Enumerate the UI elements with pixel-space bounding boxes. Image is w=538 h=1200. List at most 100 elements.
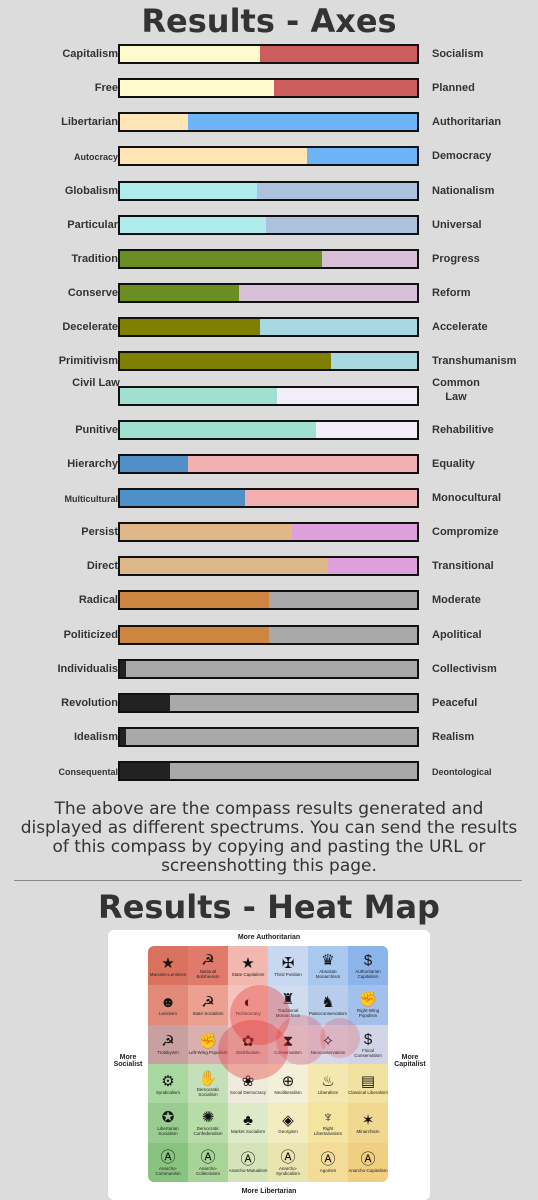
ideology-name: Anarcho-Communism xyxy=(155,1165,181,1176)
ideology-name: Agorism xyxy=(319,1168,337,1174)
axis-right-label: Accelerate xyxy=(432,321,488,334)
ideology-name: Technocracy xyxy=(235,1010,261,1016)
axis-bar xyxy=(118,248,419,269)
ideology-icon: ✪ xyxy=(161,1109,175,1127)
ideology-name: Minarchism xyxy=(356,1128,380,1134)
axis-bar-right-fill xyxy=(277,387,417,404)
ideology-name: Paleoconservatism xyxy=(308,1010,348,1016)
axis-bar xyxy=(118,317,419,338)
axis-row: Politicized Apolitical xyxy=(0,624,538,645)
ideology-icon: ☭ xyxy=(201,952,215,970)
ideology-cell: ⧗ Conservatism xyxy=(268,1024,308,1064)
axis-bar xyxy=(118,351,419,372)
axis-bar-right-fill xyxy=(330,353,417,370)
ideology-name: Anarcho-Collectivism xyxy=(195,1165,220,1176)
ideology-name: Liberalism xyxy=(317,1089,339,1095)
ideology-cell: ❀ Social Democracy xyxy=(228,1063,268,1104)
heat-map-bottom-label: More Libertarian xyxy=(241,1188,297,1195)
axis-bar xyxy=(118,112,419,133)
axis-bar-left-fill xyxy=(120,421,317,438)
axis-bar xyxy=(118,487,419,508)
axis-left-label: Civil Law xyxy=(72,376,120,389)
axis-bar-left-fill xyxy=(120,524,293,541)
axis-bar-right-fill xyxy=(327,558,417,575)
ideology-cell: ✧ Neoconservatism xyxy=(308,1024,348,1064)
axis-bar-right-fill xyxy=(316,421,417,438)
ideology-icon: ☭ xyxy=(161,1033,175,1051)
axis-bar-left-fill xyxy=(120,455,189,472)
heat-map-right-label: More Capitalist xyxy=(394,1054,426,1068)
axis-bar-left-fill xyxy=(120,763,171,780)
ideology-icon: ⚙ xyxy=(161,1072,175,1090)
ideology-cell: ⊕ Neoliberalism xyxy=(268,1063,308,1104)
axis-row: Civil Law Common Law xyxy=(0,377,538,406)
axis-left-label: Punitive xyxy=(75,423,118,436)
axis-bar-right-fill xyxy=(188,114,417,131)
axis-row: Punitive Rehabilitive xyxy=(0,419,538,440)
axis-row: Globalism Nationalism xyxy=(0,180,538,201)
heat-map-top-label: More Authoritarian xyxy=(237,934,301,941)
axis-bar-left-fill xyxy=(120,148,308,165)
axis-left-label: Hierarchy xyxy=(67,457,118,470)
ideology-name: Classical Liberalism xyxy=(348,1089,388,1095)
ideology-cell: ♨ Liberalism xyxy=(308,1063,348,1104)
axis-bar-left-fill xyxy=(120,660,126,677)
ideology-cell: ✊ Left-Wing Populism xyxy=(188,1024,228,1064)
axis-bar-right-fill xyxy=(188,455,417,472)
axis-right-label: Nationalism xyxy=(432,184,495,197)
axis-right-label: Transitional xyxy=(432,560,494,573)
heat-map-left-label: More Socialist xyxy=(113,1054,143,1068)
axis-bar-left-fill xyxy=(120,694,171,711)
ideology-cell: Ⓐ Anarcho-Collectivism xyxy=(188,1142,228,1182)
ideology-cell: ✠ Third Position xyxy=(268,946,308,986)
ideology-cell: ◐ Technocracy xyxy=(228,985,268,1025)
ideology-cell: ☭ National Bolshevism xyxy=(188,946,228,986)
ideology-name: Trotskyism xyxy=(157,1050,179,1056)
heat-blob xyxy=(218,1020,288,1080)
axis-row: Idealism Realism xyxy=(0,727,538,747)
ideology-icon: ✠ xyxy=(281,954,295,972)
axis-bar-right-fill xyxy=(321,250,417,267)
axis-left-label: Persist xyxy=(81,526,118,539)
axis-bar-left-fill xyxy=(120,250,322,267)
ideology-icon: ✋ xyxy=(198,1070,218,1088)
axis-row: Conserve Reform xyxy=(0,283,538,304)
ideology-cell: Ⓐ Agorism xyxy=(308,1142,348,1182)
axis-bar xyxy=(118,44,419,64)
ideology-icon: ◈ xyxy=(282,1111,294,1129)
axis-bar-left-fill xyxy=(120,558,328,575)
heat-map-image: More Authoritarian More Libertarian More… xyxy=(108,930,430,1200)
axis-bar-left-fill xyxy=(120,489,245,506)
ideology-name: Conservatism xyxy=(274,1050,302,1056)
axis-row: Radical Moderate xyxy=(0,590,538,611)
axis-bar xyxy=(118,283,419,304)
ideology-cell: ✋ Democratic Socialism xyxy=(188,1063,228,1104)
axis-row: Persist Compromize xyxy=(0,522,538,543)
divider xyxy=(14,880,522,881)
axis-right-label: Rehabilitive xyxy=(432,423,494,436)
axis-right-label: Compromize xyxy=(432,526,499,539)
ideology-icon: ❀ xyxy=(241,1072,255,1090)
axis-bar xyxy=(118,522,419,543)
ideology-cell: ✪ Libertarian Socialism xyxy=(148,1103,188,1143)
ideology-cell: $ Fiscal Conservatism xyxy=(348,1024,388,1064)
ideology-name: State Socialism xyxy=(192,1010,224,1016)
axis-right-label: Socialism xyxy=(432,48,484,60)
ideology-icon: Ⓐ xyxy=(200,1148,216,1166)
axis-bar-right-fill xyxy=(265,216,417,233)
axis-right-label: Transhumanism xyxy=(432,355,517,368)
ideology-cell: ⚙ Syndicalism xyxy=(148,1063,188,1104)
ideology-cell: ☭ Trotskyism xyxy=(148,1024,188,1064)
ideology-cell: ☭ State Socialism xyxy=(188,985,228,1025)
axis-bar xyxy=(118,658,419,679)
axis-bar xyxy=(118,78,419,99)
ideology-name: Social Democracy xyxy=(229,1089,267,1095)
axis-bar-right-fill xyxy=(125,660,417,677)
axis-bar-left-fill xyxy=(120,285,239,302)
ideology-icon: ♜ xyxy=(281,991,295,1009)
axis-left-label: Multicultural xyxy=(64,493,119,504)
ideology-icon: ♆ xyxy=(322,1109,334,1127)
axis-bar xyxy=(118,385,419,406)
axis-right-label: Planned xyxy=(432,82,475,95)
ideology-icon: $ xyxy=(363,1030,373,1048)
